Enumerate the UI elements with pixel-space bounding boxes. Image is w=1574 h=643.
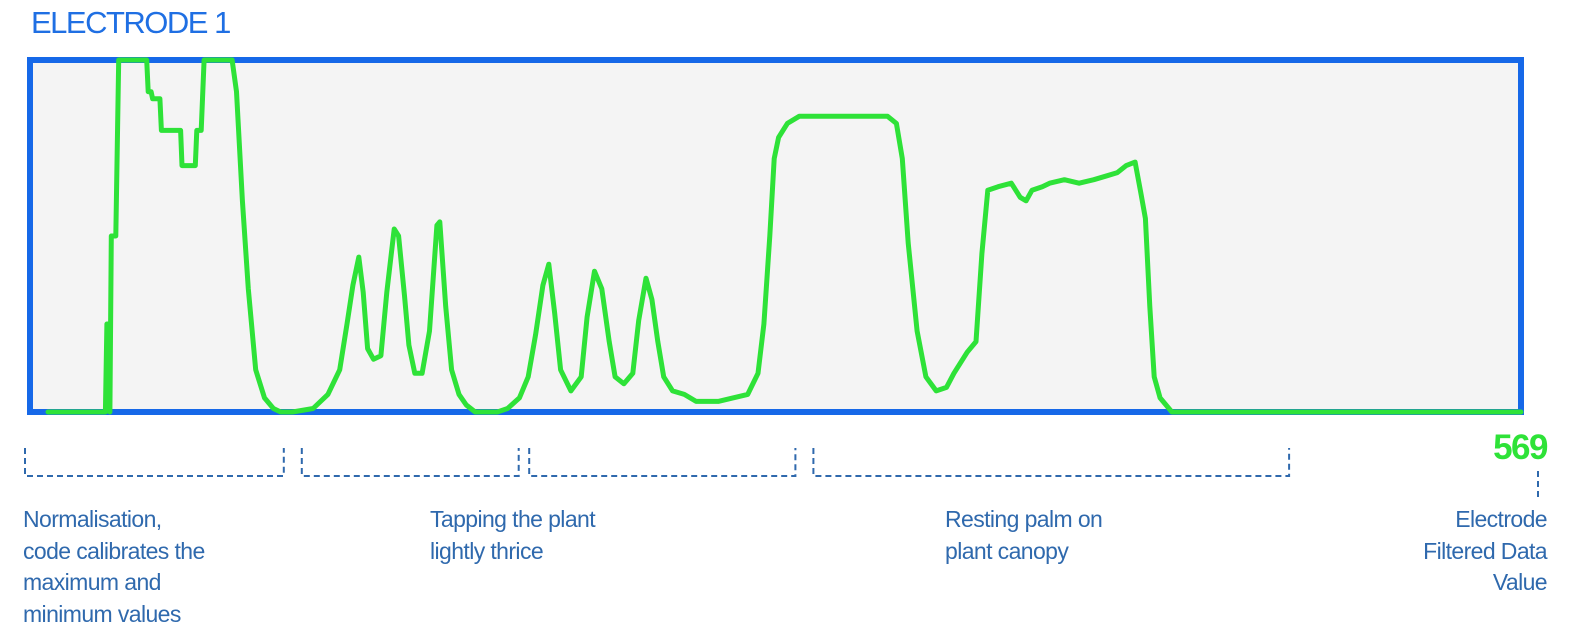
segment-brackets xyxy=(24,448,1291,477)
annotation-normalisation: Normalisation, code calibrates the maxim… xyxy=(23,506,205,627)
series-line-0 xyxy=(45,57,1524,415)
segment-bracket-0 xyxy=(24,448,285,477)
segment-bracket-1 xyxy=(300,448,520,477)
value-readout: 569 xyxy=(1493,428,1548,467)
annotation-resting-palm: Resting palm on plant canopy xyxy=(945,506,1103,564)
segment-bracket-2 xyxy=(528,448,797,477)
annotation-tapping: Tapping the plant lightly thrice xyxy=(430,506,596,564)
plot-area xyxy=(27,57,1524,415)
annotation-value-label: Electrode Filtered Data Value xyxy=(1423,506,1547,595)
chart-title: ELECTRODE 1 xyxy=(31,5,231,40)
series-group xyxy=(45,57,1524,415)
segment-bracket-3 xyxy=(812,448,1291,477)
